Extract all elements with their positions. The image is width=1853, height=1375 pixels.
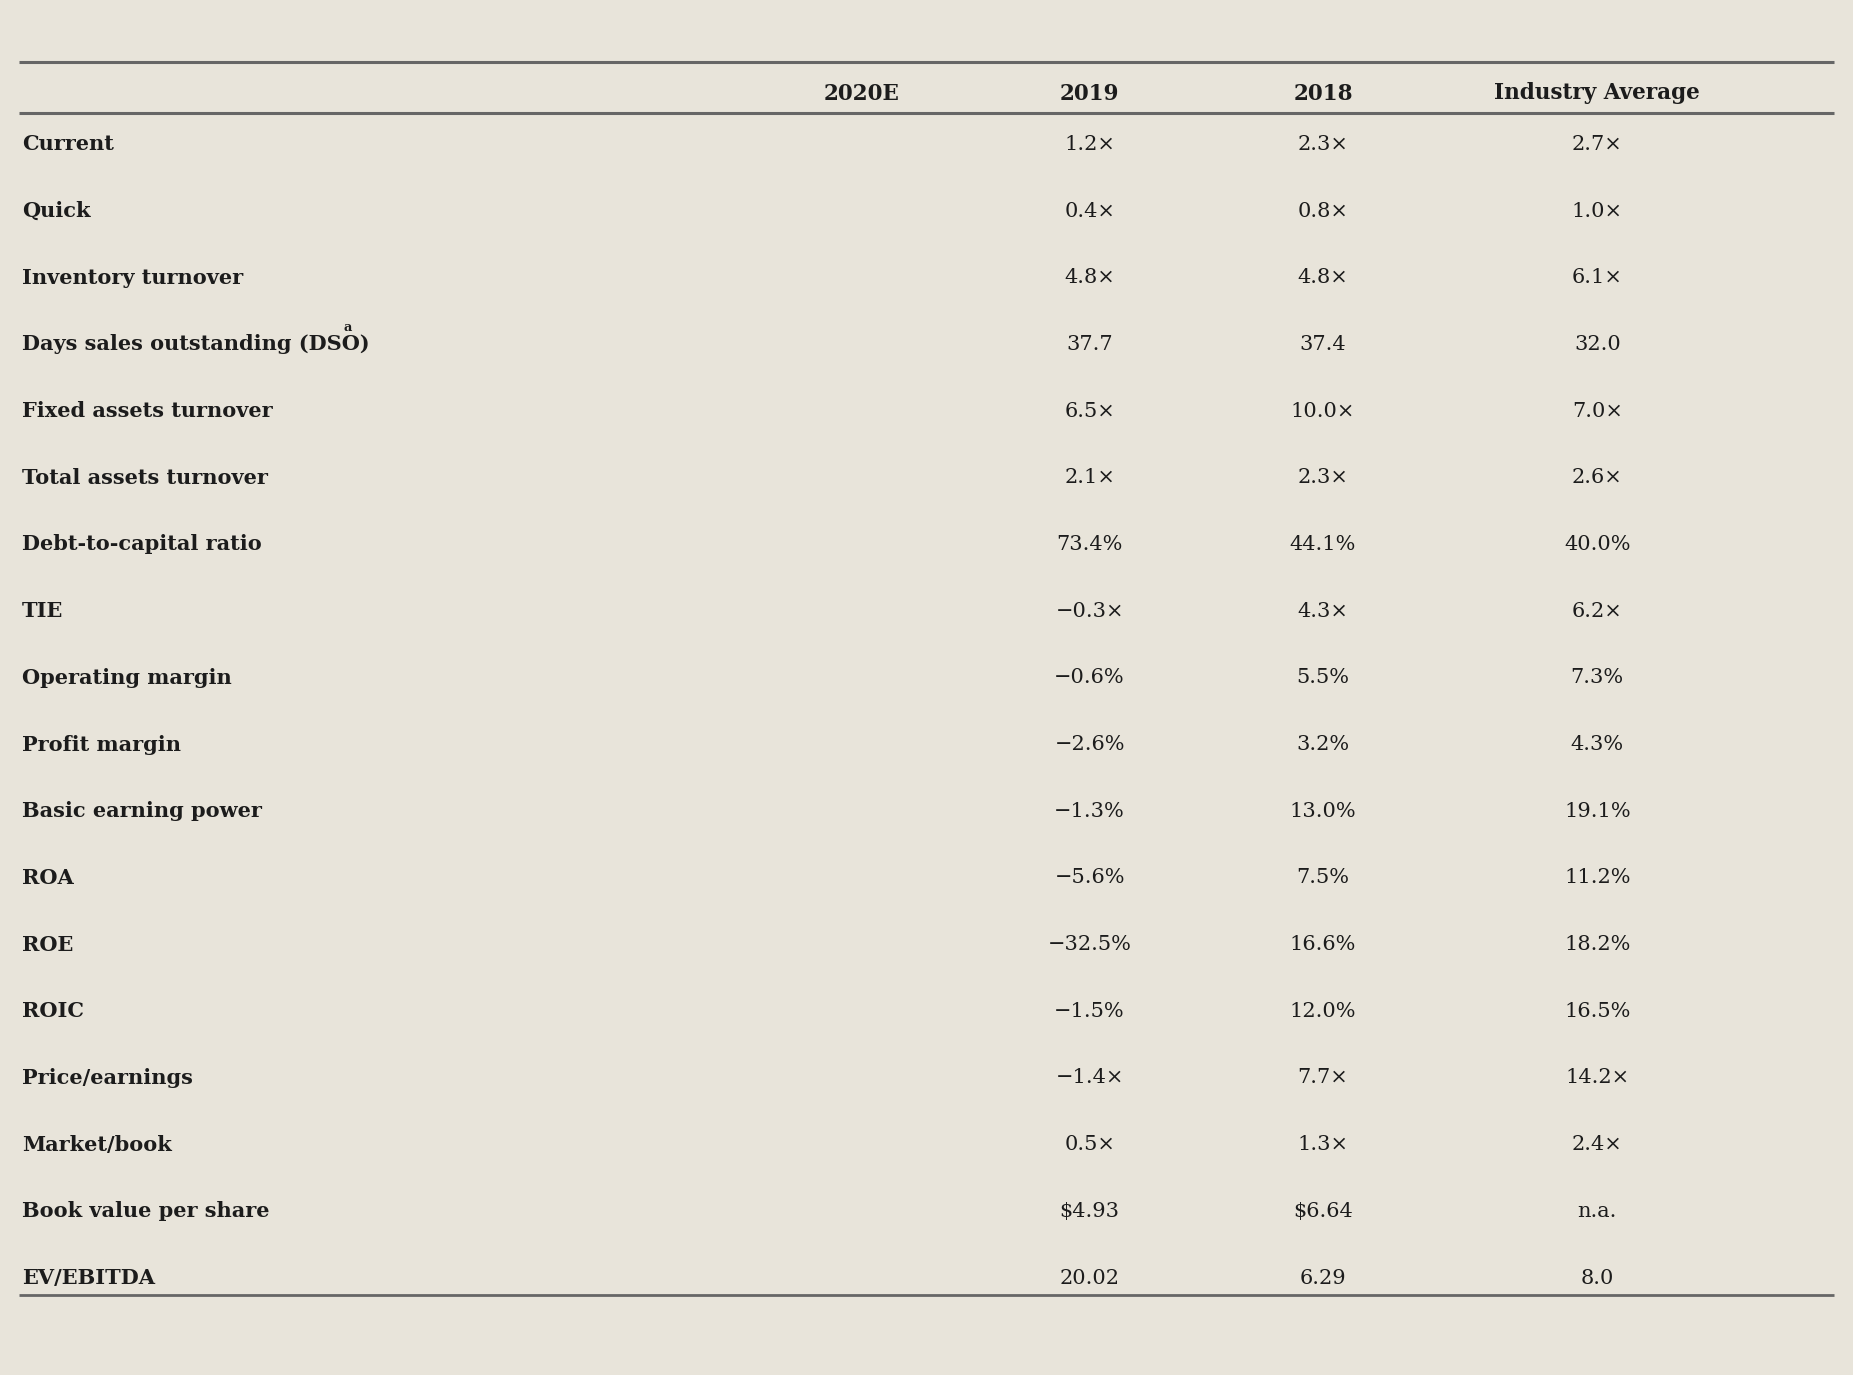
Text: −5.6%: −5.6% — [1054, 869, 1125, 887]
Text: 12.0%: 12.0% — [1290, 1002, 1356, 1020]
Text: 0.8×: 0.8× — [1297, 202, 1349, 220]
Text: n.a.: n.a. — [1577, 1202, 1618, 1221]
Text: 0.4×: 0.4× — [1064, 202, 1116, 220]
Text: 32.0: 32.0 — [1573, 336, 1621, 353]
Text: 2.7×: 2.7× — [1571, 135, 1623, 154]
Text: 2020E: 2020E — [825, 82, 899, 104]
Text: 0.5×: 0.5× — [1064, 1136, 1116, 1154]
Text: 2.3×: 2.3× — [1297, 469, 1349, 487]
Text: 2018: 2018 — [1293, 82, 1353, 104]
Text: Operating margin: Operating margin — [22, 668, 232, 688]
Text: 2.4×: 2.4× — [1571, 1136, 1623, 1154]
Text: Quick: Quick — [22, 201, 91, 221]
Text: Days sales outstanding (DSO): Days sales outstanding (DSO) — [22, 334, 371, 355]
Text: 2019: 2019 — [1060, 82, 1119, 104]
Text: −1.4×: −1.4× — [1056, 1068, 1123, 1088]
Text: 5.5%: 5.5% — [1297, 668, 1349, 688]
Text: 3.2%: 3.2% — [1297, 736, 1349, 754]
Text: −0.6%: −0.6% — [1054, 668, 1125, 688]
Text: 6.2×: 6.2× — [1571, 602, 1623, 620]
Text: Fixed assets turnover: Fixed assets turnover — [22, 402, 272, 421]
Text: Market/book: Market/book — [22, 1134, 172, 1155]
Text: −0.3×: −0.3× — [1056, 602, 1123, 620]
Text: 40.0%: 40.0% — [1564, 535, 1631, 554]
Text: 6.5×: 6.5× — [1064, 402, 1116, 421]
Text: 20.02: 20.02 — [1060, 1269, 1119, 1287]
Text: 8.0: 8.0 — [1581, 1269, 1614, 1287]
Text: $6.64: $6.64 — [1293, 1202, 1353, 1221]
Text: Price/earnings: Price/earnings — [22, 1068, 193, 1088]
Text: Book value per share: Book value per share — [22, 1202, 271, 1221]
Text: a: a — [345, 322, 352, 334]
Text: $4.93: $4.93 — [1060, 1202, 1119, 1221]
Text: 4.3×: 4.3× — [1297, 602, 1349, 620]
Text: 73.4%: 73.4% — [1056, 535, 1123, 554]
Text: 7.7×: 7.7× — [1297, 1068, 1349, 1088]
Text: 16.6%: 16.6% — [1290, 935, 1356, 954]
Text: 37.4: 37.4 — [1299, 336, 1347, 353]
Text: 44.1%: 44.1% — [1290, 535, 1356, 554]
Text: −1.5%: −1.5% — [1054, 1002, 1125, 1020]
Text: ROE: ROE — [22, 935, 74, 954]
Text: 7.0×: 7.0× — [1571, 402, 1623, 421]
Text: 2.1×: 2.1× — [1064, 469, 1116, 487]
Text: 2.3×: 2.3× — [1297, 135, 1349, 154]
Text: ROIC: ROIC — [22, 1001, 83, 1022]
Text: 10.0×: 10.0× — [1292, 402, 1355, 421]
Text: 4.8×: 4.8× — [1064, 268, 1116, 287]
Text: EV/EBITDA: EV/EBITDA — [22, 1268, 156, 1288]
Text: 1.0×: 1.0× — [1571, 202, 1623, 220]
Text: Industry Average: Industry Average — [1494, 82, 1701, 104]
Text: 1.2×: 1.2× — [1064, 135, 1116, 154]
Text: 7.3%: 7.3% — [1571, 668, 1623, 688]
Text: Profit margin: Profit margin — [22, 734, 182, 755]
Text: 7.5%: 7.5% — [1297, 869, 1349, 887]
Text: Debt-to-capital ratio: Debt-to-capital ratio — [22, 535, 261, 554]
Text: 16.5%: 16.5% — [1564, 1002, 1631, 1020]
Text: 6.1×: 6.1× — [1571, 268, 1623, 287]
Text: −32.5%: −32.5% — [1047, 935, 1132, 954]
Text: 6.29: 6.29 — [1299, 1269, 1347, 1287]
Text: 18.2%: 18.2% — [1564, 935, 1631, 954]
Text: Inventory turnover: Inventory turnover — [22, 268, 243, 287]
Text: 37.7: 37.7 — [1065, 336, 1114, 353]
Text: −2.6%: −2.6% — [1054, 736, 1125, 754]
Text: 2.6×: 2.6× — [1571, 469, 1623, 487]
Text: 19.1%: 19.1% — [1564, 802, 1631, 821]
Text: 1.3×: 1.3× — [1297, 1136, 1349, 1154]
Text: ROA: ROA — [22, 868, 74, 888]
Text: −1.3%: −1.3% — [1054, 802, 1125, 821]
Text: 14.2×: 14.2× — [1566, 1068, 1629, 1088]
Text: 4.3%: 4.3% — [1571, 736, 1623, 754]
Text: 4.8×: 4.8× — [1297, 268, 1349, 287]
Text: Basic earning power: Basic earning power — [22, 802, 261, 821]
Text: Current: Current — [22, 135, 115, 154]
Text: 11.2%: 11.2% — [1564, 869, 1631, 887]
Text: 13.0%: 13.0% — [1290, 802, 1356, 821]
Text: TIE: TIE — [22, 601, 63, 622]
Text: Total assets turnover: Total assets turnover — [22, 468, 269, 488]
